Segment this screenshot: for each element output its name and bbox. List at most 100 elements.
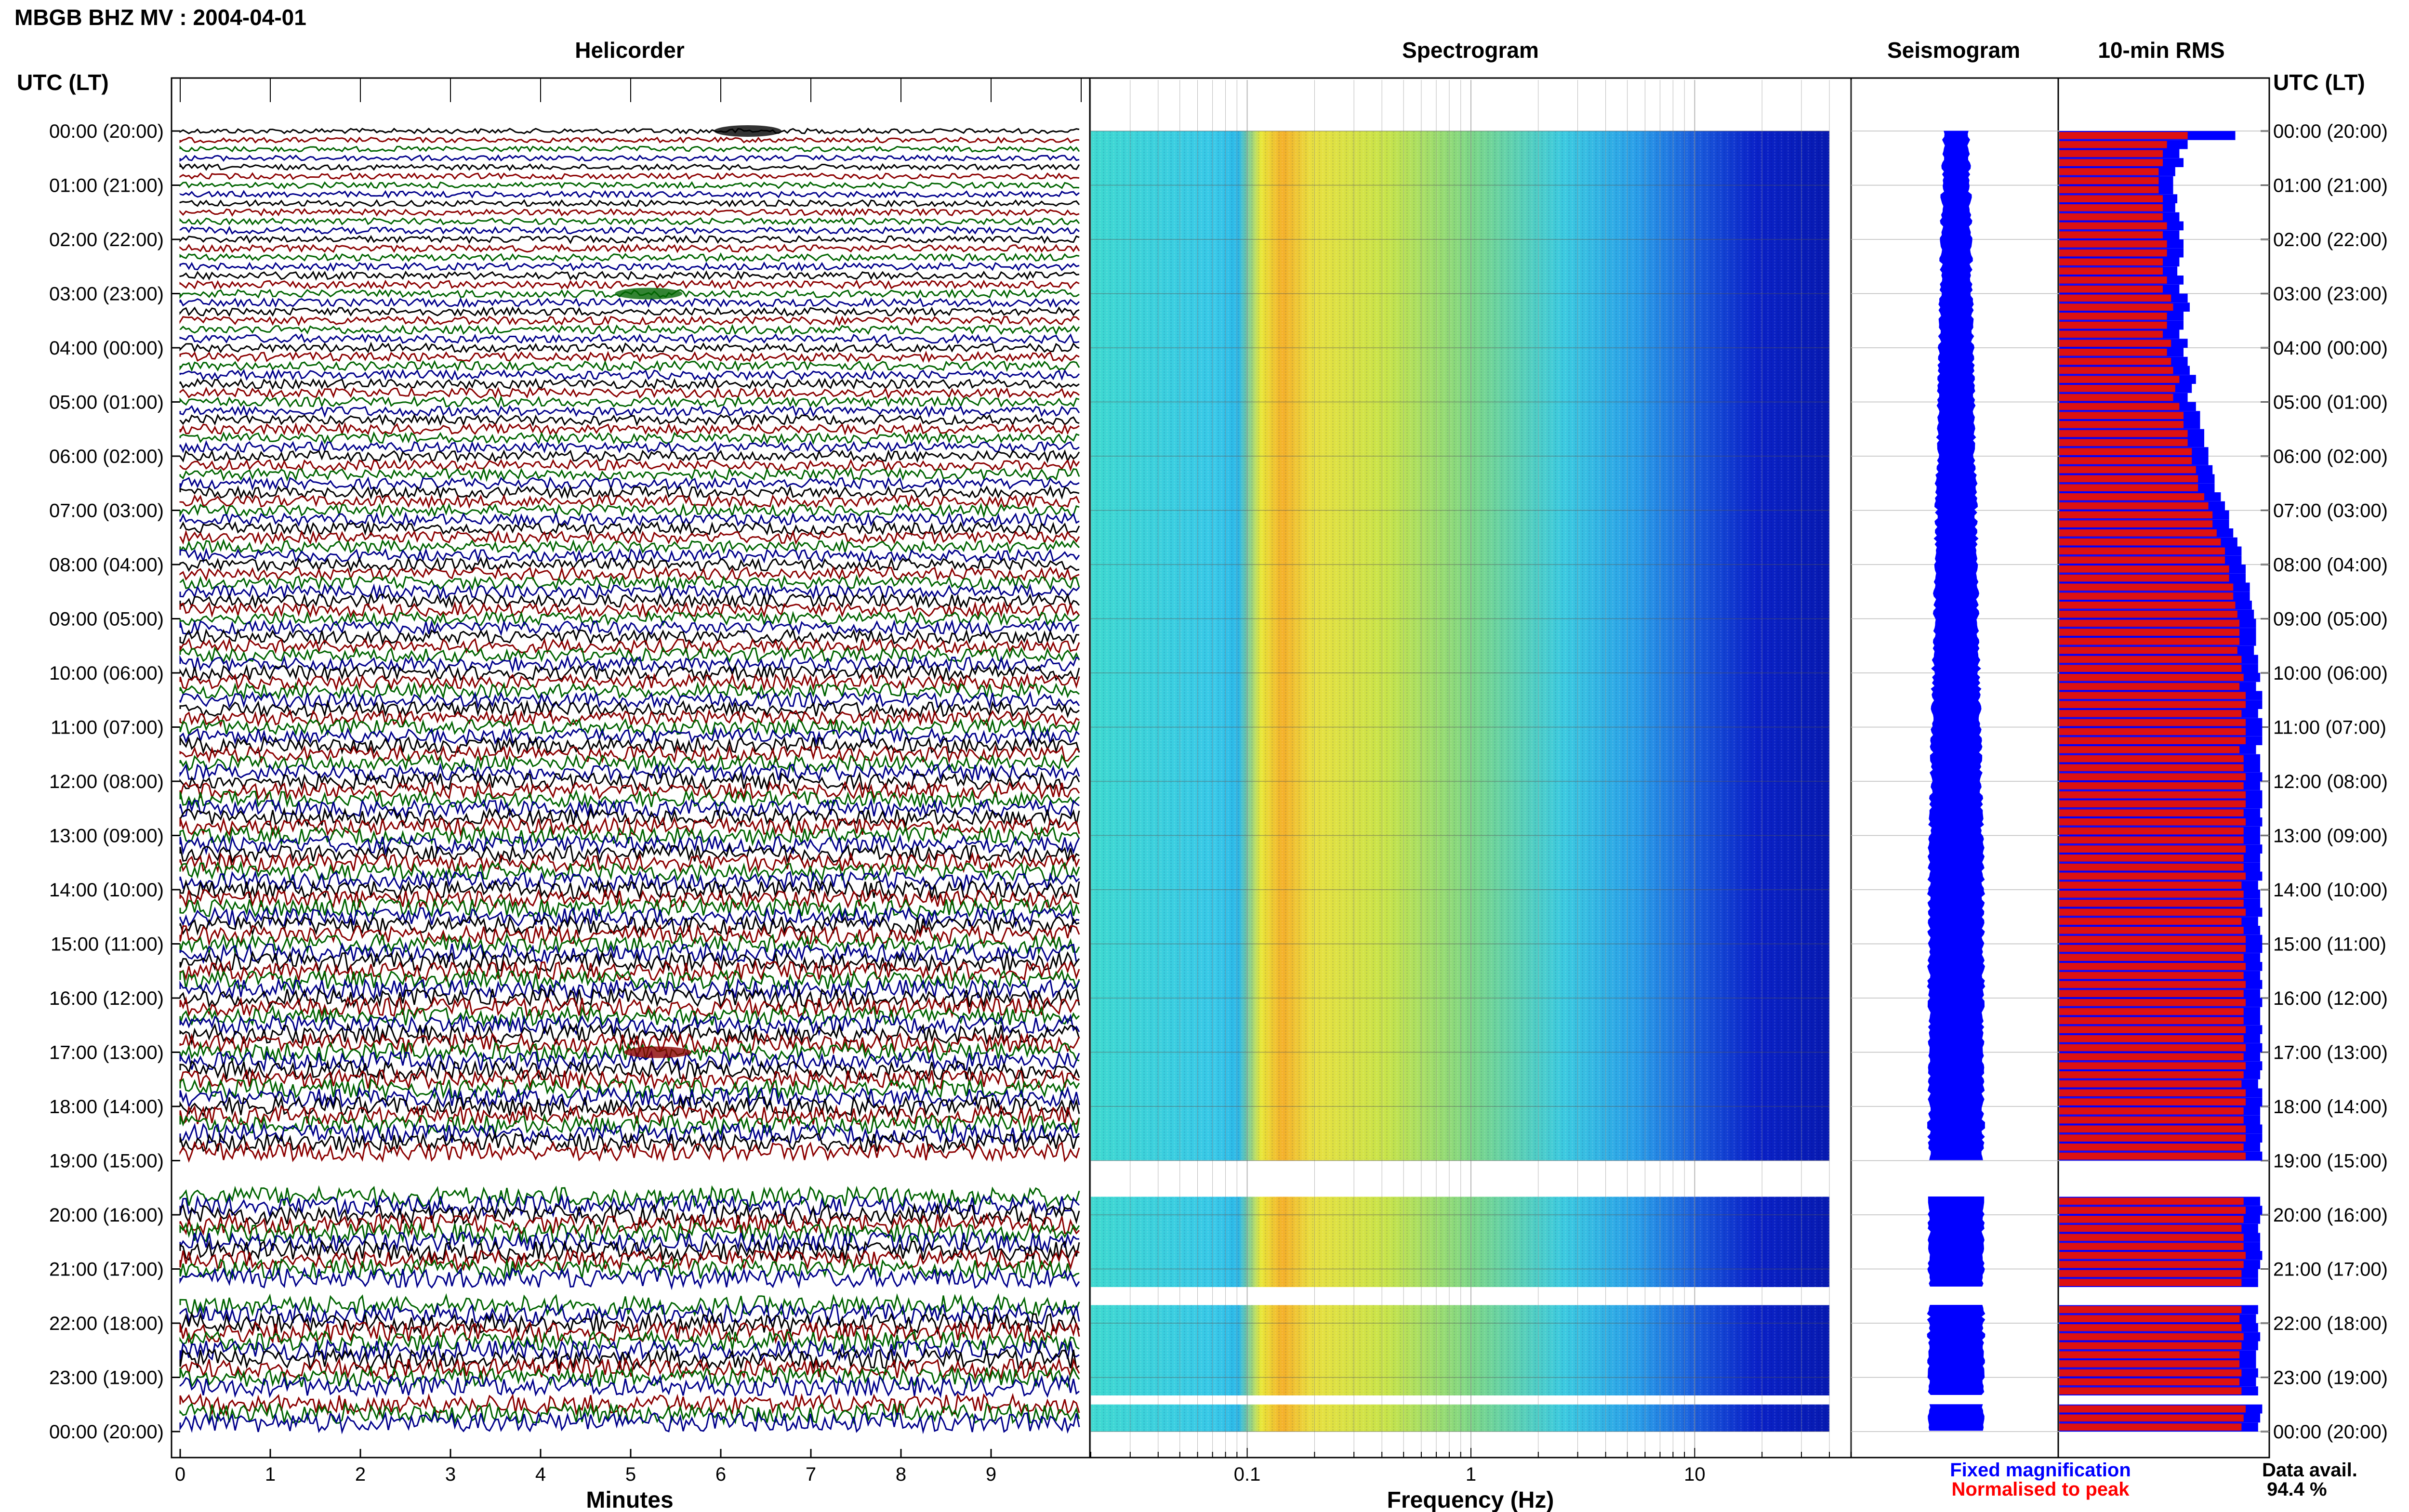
rms-bar-normalised bbox=[2059, 1026, 2246, 1033]
rms-bar-normalised bbox=[2059, 1351, 2240, 1358]
spectrogram-texture bbox=[1091, 1305, 1829, 1395]
minute-tick-label: 2 bbox=[355, 1464, 366, 1485]
spectrogram-x-label: Frequency (Hz) bbox=[1387, 1487, 1554, 1512]
rms-bar-normalised bbox=[2059, 918, 2242, 925]
helicorder-trace bbox=[179, 181, 1080, 189]
rms-bar-normalised bbox=[2059, 249, 2167, 257]
helicorder-trace bbox=[179, 306, 1080, 317]
rms-bar-normalised bbox=[2059, 1017, 2244, 1025]
rms-bar-normalised bbox=[2059, 1234, 2244, 1241]
rms-bar-normalised bbox=[2059, 1333, 2244, 1341]
helicorder-trace bbox=[179, 996, 1080, 1019]
rms-bar-normalised bbox=[2059, 719, 2246, 726]
rms-bar-normalised bbox=[2059, 899, 2244, 907]
rms-bar-normalised bbox=[2059, 1261, 2244, 1268]
rms-bar-normalised bbox=[2059, 538, 2221, 546]
time-tick-right: 09:00 (05:00) bbox=[2273, 609, 2388, 630]
rms-bar-normalised bbox=[2059, 195, 2163, 202]
helicorder-trace bbox=[179, 681, 1080, 700]
helicorder-trace bbox=[179, 1050, 1080, 1073]
seismogram-trace bbox=[1927, 1305, 1985, 1395]
helicorder-event bbox=[615, 288, 683, 300]
utc-axis-label-left: UTC (LT) bbox=[17, 70, 109, 95]
rms-bar-normalised bbox=[2059, 1279, 2242, 1286]
minute-tick-label: 0 bbox=[175, 1464, 185, 1485]
rms-bar-normalised bbox=[2059, 502, 2209, 510]
rms-bar-normalised bbox=[2059, 1315, 2240, 1322]
helicorder-trace bbox=[179, 601, 1080, 618]
rms-bar-normalised bbox=[2059, 132, 2188, 139]
spectrogram-texture bbox=[1091, 1196, 1829, 1287]
rms-bar-normalised bbox=[2059, 565, 2229, 573]
time-tick-left: 14:00 (10:00) bbox=[49, 880, 164, 901]
rms-bar-normalised bbox=[2059, 303, 2173, 311]
spectrogram-title: Spectrogram bbox=[1402, 38, 1539, 63]
rms-frame bbox=[2057, 77, 2270, 1459]
helicorder-trace bbox=[179, 145, 1080, 153]
rms-bar-normalised bbox=[2059, 683, 2240, 690]
helicorder-trace bbox=[179, 1202, 1080, 1227]
helicorder-trace bbox=[179, 386, 1080, 399]
helicorder-trace bbox=[179, 342, 1080, 354]
helicorder-trace bbox=[179, 485, 1080, 500]
helicorder-trace bbox=[179, 1212, 1080, 1236]
helicorder-trace bbox=[179, 466, 1080, 482]
helicorder-trace bbox=[179, 807, 1080, 828]
rms-bar-normalised bbox=[2059, 773, 2246, 780]
helicorder-trace bbox=[179, 1185, 1080, 1208]
time-tick-right: 03:00 (23:00) bbox=[2273, 284, 2388, 305]
rms-bar-normalised bbox=[2059, 1342, 2242, 1350]
helicorder-trace bbox=[179, 1104, 1080, 1127]
helicorder-trace bbox=[179, 539, 1080, 555]
time-tick-right: 06:00 (02:00) bbox=[2273, 446, 2388, 467]
helicorder-trace bbox=[179, 1392, 1080, 1417]
rms-bar-normalised bbox=[2059, 168, 2159, 175]
helicorder-trace bbox=[179, 1041, 1080, 1064]
time-tick-left: 22:00 (18:00) bbox=[49, 1313, 164, 1334]
rms-bar-normalised bbox=[2059, 629, 2240, 636]
rms-bar-normalised bbox=[2059, 999, 2246, 1006]
rms-bar-normalised bbox=[2059, 845, 2246, 853]
rms-bar-normalised bbox=[2059, 1405, 2246, 1413]
helicorder-trace bbox=[179, 1329, 1080, 1354]
rms-bar-normalised bbox=[2059, 881, 2242, 889]
rms-bar-normalised bbox=[2059, 412, 2184, 419]
rms-bar-normalised bbox=[2059, 1369, 2242, 1377]
rms-bar-normalised bbox=[2059, 1152, 2246, 1160]
helicorder-trace bbox=[179, 529, 1080, 545]
rms-bar-normalised bbox=[2059, 466, 2196, 473]
rms-bar-normalised bbox=[2059, 800, 2246, 808]
helicorder-trace bbox=[179, 511, 1080, 527]
helicorder-trace bbox=[179, 1131, 1080, 1155]
helicorder-trace bbox=[179, 1004, 1080, 1028]
time-tick-left: 17:00 (13:00) bbox=[49, 1042, 164, 1064]
minute-tick-label: 5 bbox=[625, 1464, 636, 1485]
rms-bar-normalised bbox=[2059, 827, 2244, 835]
rms-bar-normalised bbox=[2059, 1116, 2244, 1124]
time-tick-right: 00:00 (20:00) bbox=[2273, 1421, 2388, 1443]
helicorder-trace bbox=[179, 798, 1080, 819]
helicorder-trace bbox=[179, 592, 1080, 609]
helicorder-x-axis: 0 1 2 3 4 5 6 7 8 9 bbox=[175, 1449, 996, 1485]
time-tick-left: 01:00 (21:00) bbox=[49, 175, 164, 197]
helicorder-trace bbox=[179, 735, 1080, 755]
helicorder-trace bbox=[179, 261, 1080, 272]
time-tick-left: 00:00 (20:00) bbox=[49, 1421, 164, 1443]
rms-bar-normalised bbox=[2059, 204, 2163, 211]
rms-bar-normalised bbox=[2059, 357, 2171, 365]
helicorder-trace bbox=[179, 744, 1080, 764]
helicorder-trace bbox=[179, 915, 1080, 937]
helicorder-trace bbox=[179, 619, 1080, 637]
rms-bar-normalised bbox=[2059, 376, 2180, 383]
helicorder-trace bbox=[179, 350, 1080, 363]
time-tick-left: 12:00 (08:00) bbox=[49, 771, 164, 792]
rms-bar-normalised bbox=[2059, 520, 2213, 527]
helicorder-trace bbox=[179, 646, 1080, 664]
rms-bar-normalised bbox=[2059, 330, 2163, 338]
helicorder-trace bbox=[179, 315, 1080, 327]
minute-tick-label: 6 bbox=[715, 1464, 726, 1485]
helicorder-trace bbox=[179, 154, 1080, 162]
helicorder-trace bbox=[179, 986, 1080, 1010]
time-tick-left: 10:00 (06:00) bbox=[49, 663, 164, 684]
time-tick-left: 15:00 (11:00) bbox=[51, 934, 164, 955]
